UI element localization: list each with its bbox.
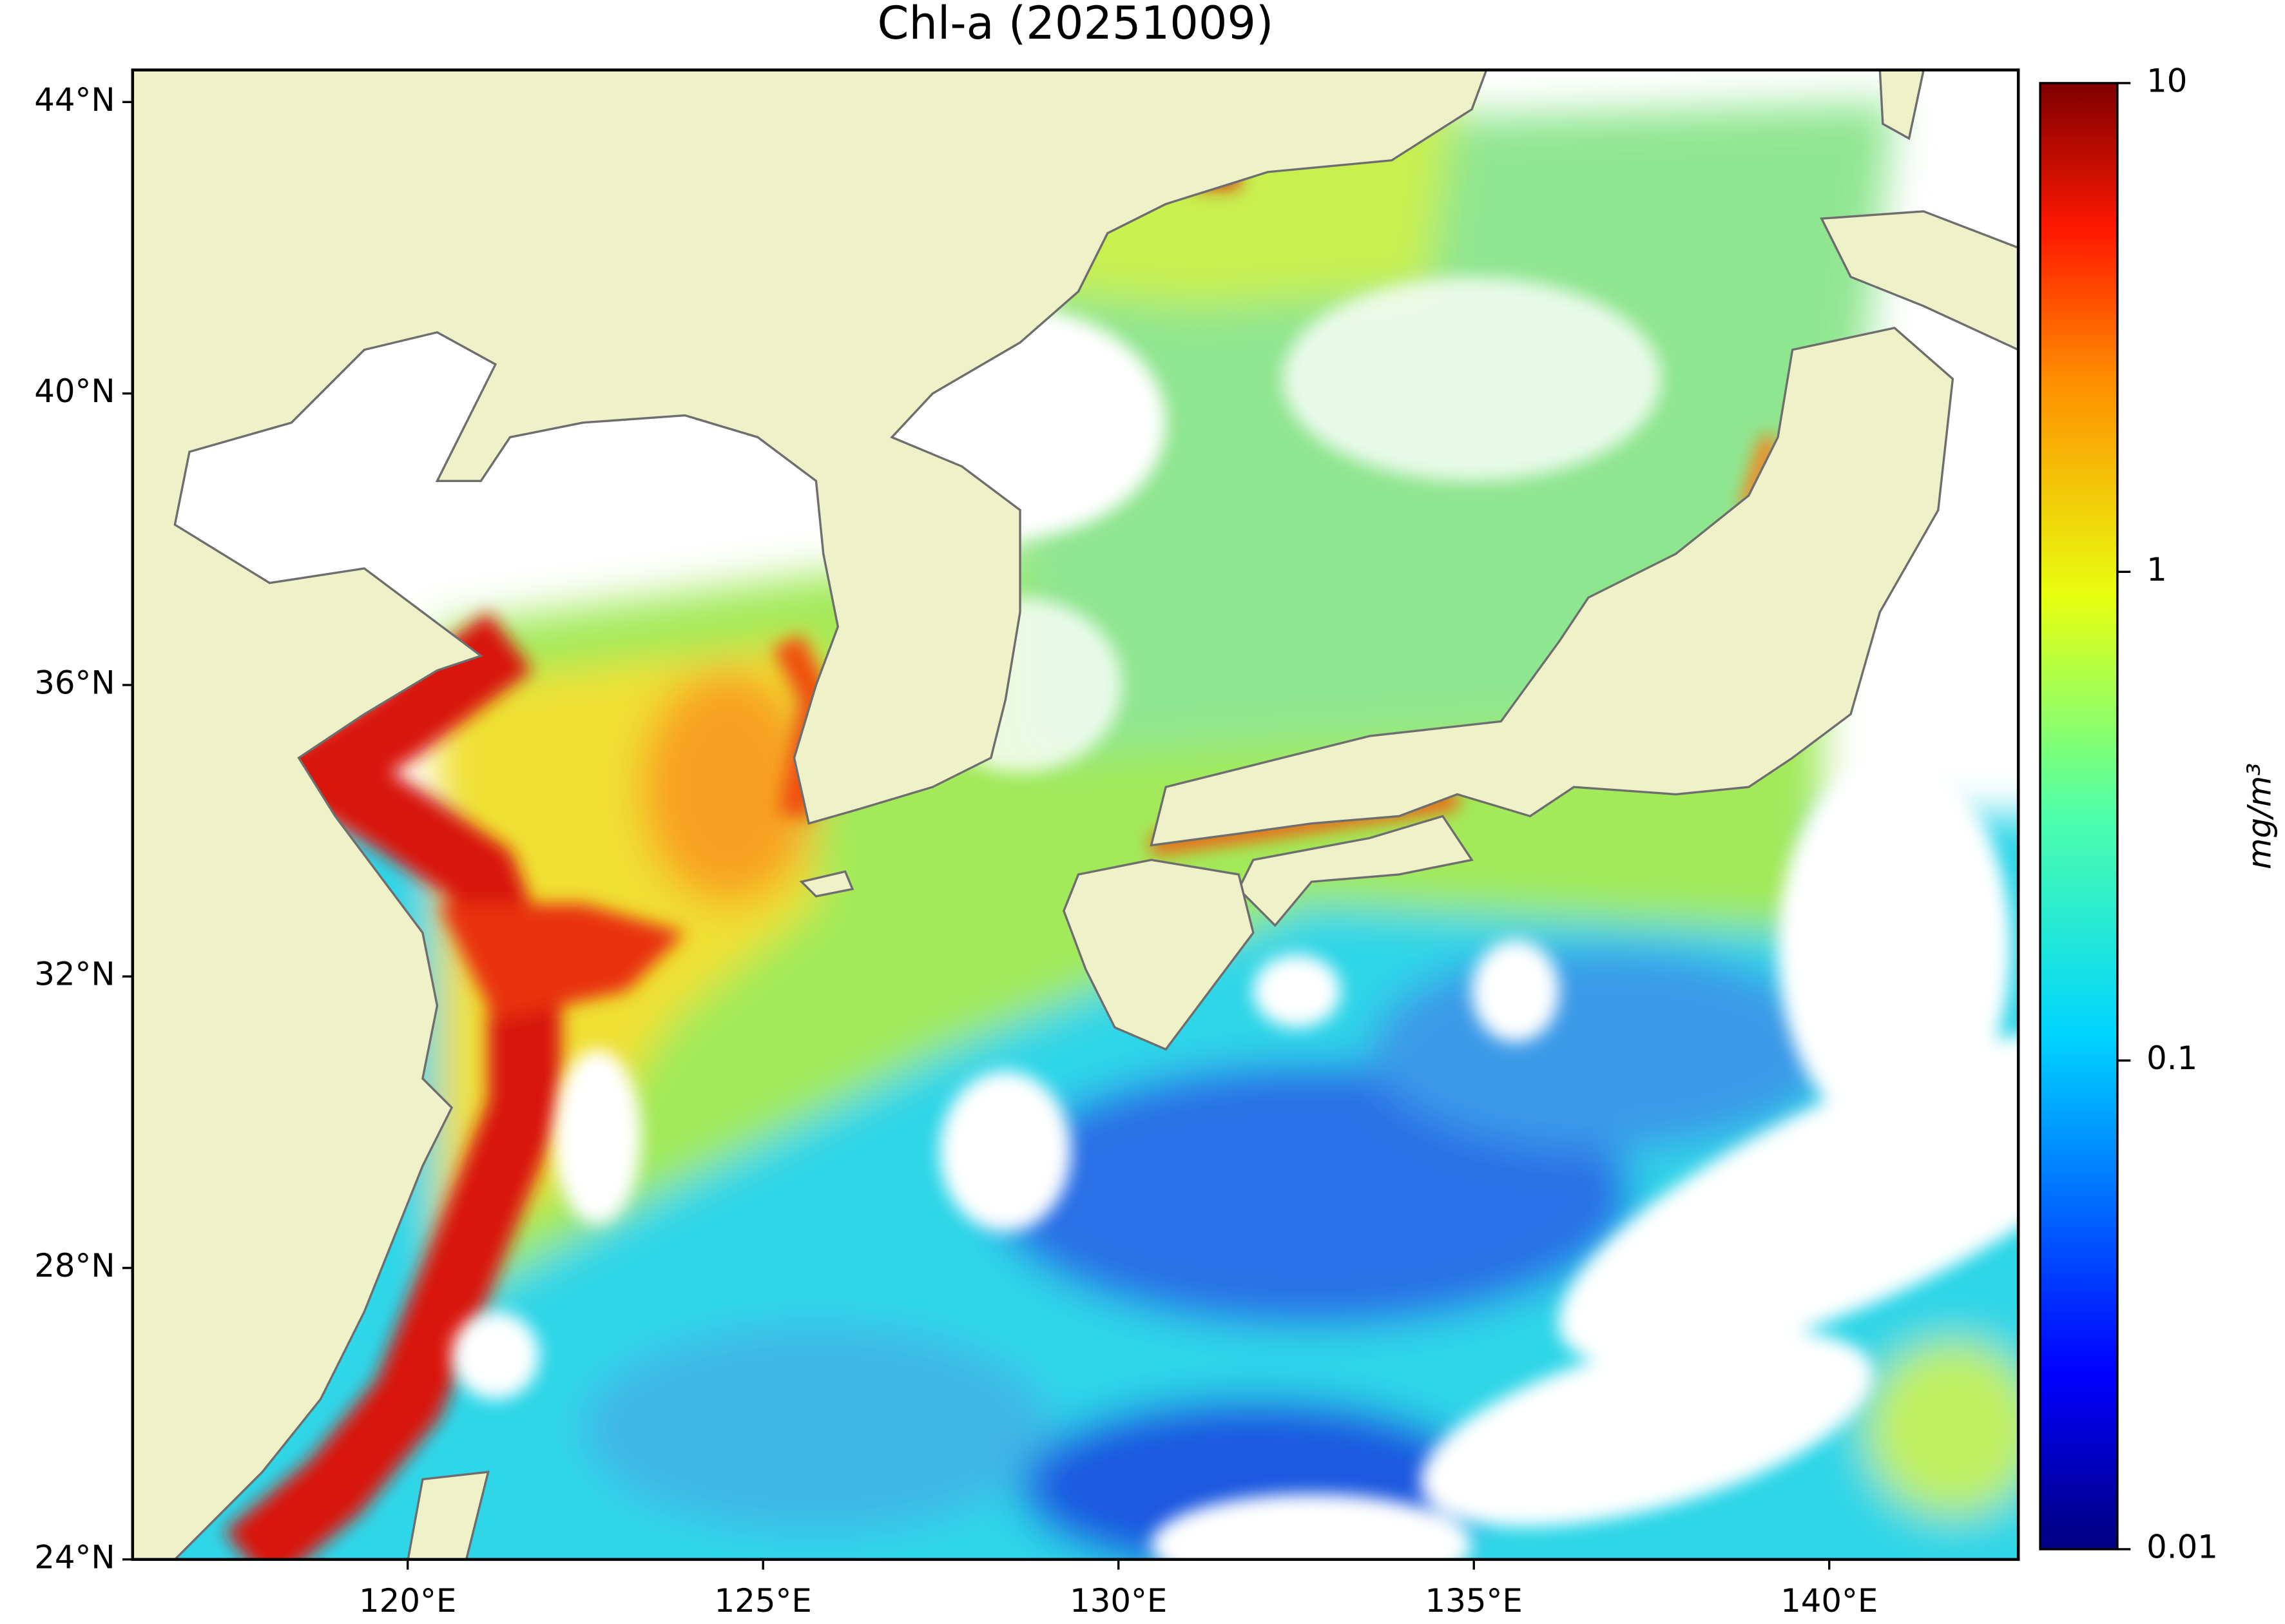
x-tick-label: 135°E xyxy=(1425,1582,1523,1619)
colorbar-tick-label: 1 xyxy=(2146,551,2167,588)
land xyxy=(132,70,2019,1560)
colorbar-tick-label: 10 xyxy=(2146,62,2187,99)
y-tick-label: 24°N xyxy=(34,1538,115,1576)
colorbar xyxy=(2039,82,2119,1551)
y-tick-label: 32°N xyxy=(34,956,115,993)
map-frame xyxy=(131,68,2020,1561)
y-tick-label: 36°N xyxy=(34,664,115,701)
y-tick-label: 40°N xyxy=(34,372,115,410)
y-tick-label: 44°N xyxy=(34,81,115,119)
x-tick-label: 125°E xyxy=(715,1582,812,1619)
colorbar-tick-label: 0.01 xyxy=(2146,1528,2218,1565)
chart-title: Chl-a (20251009) xyxy=(878,0,1274,50)
y-tick-label: 28°N xyxy=(34,1247,115,1284)
x-tick-label: 140°E xyxy=(1780,1582,1878,1619)
colorbar-label: mg/m³ xyxy=(2241,763,2278,869)
map-area xyxy=(132,70,2019,1560)
x-tick-label: 130°E xyxy=(1070,1582,1167,1619)
colorbar-tick-label: 0.1 xyxy=(2146,1039,2197,1077)
x-tick-label: 120°E xyxy=(359,1582,456,1619)
